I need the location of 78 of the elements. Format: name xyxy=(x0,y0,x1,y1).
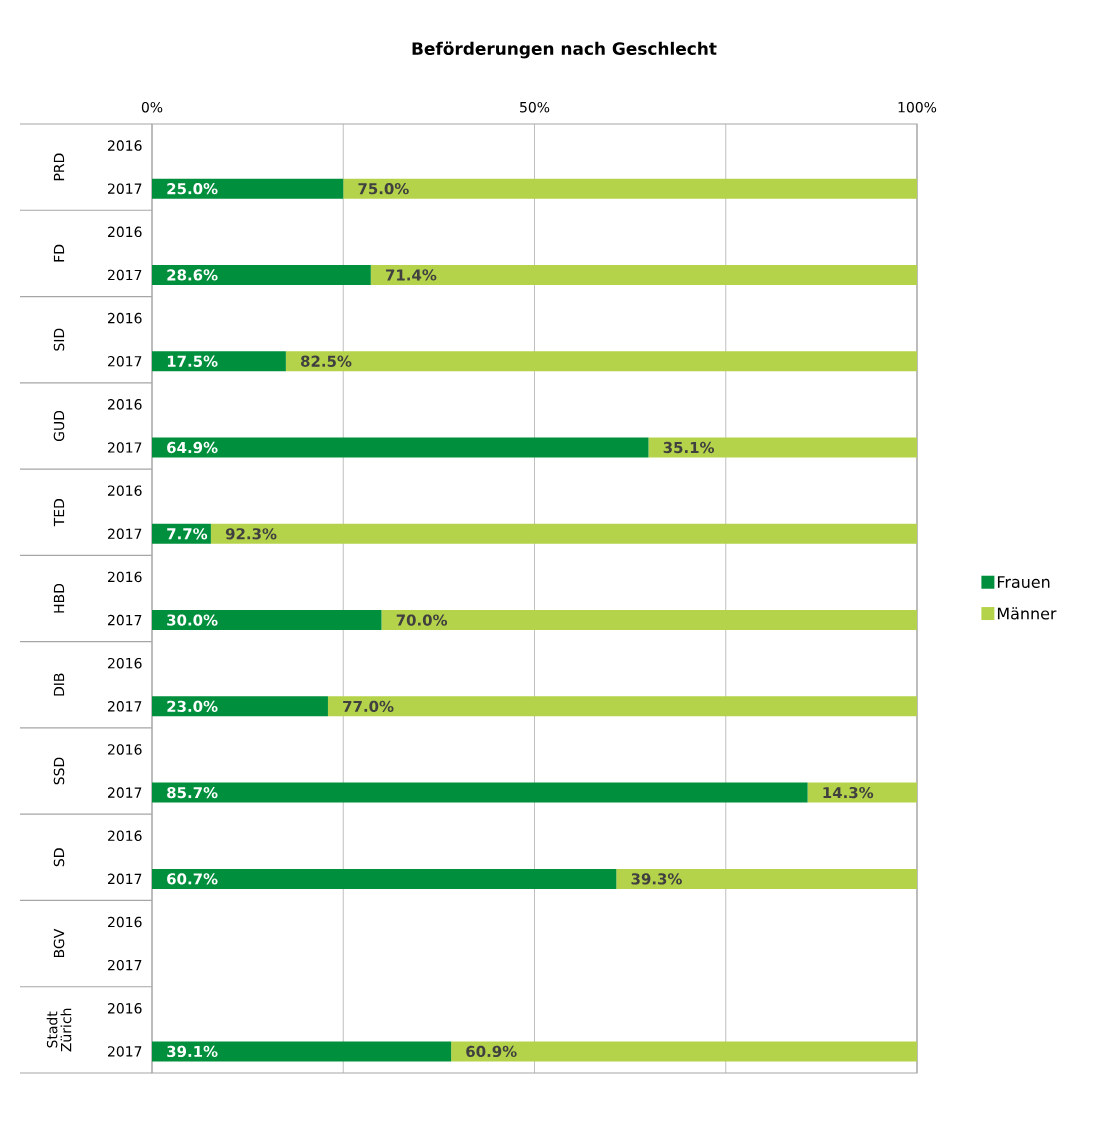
bar xyxy=(807,782,917,803)
bar xyxy=(616,868,917,889)
chart-title: Beförderungen nach Geschlecht xyxy=(412,41,717,59)
data-label: 60.7% xyxy=(167,873,218,885)
data-label: 39.1% xyxy=(167,1045,218,1058)
data-label: 7.7% xyxy=(167,528,208,540)
data-label: 30.0% xyxy=(167,614,218,626)
bar xyxy=(152,178,344,199)
y-tick-label: 2017 xyxy=(108,701,142,712)
text: TED xyxy=(53,499,65,527)
text: BGV xyxy=(53,928,65,958)
data-label: 14.3% xyxy=(823,786,874,799)
y-tick-label: 2016 xyxy=(108,226,142,238)
y-tick-label: 2016 xyxy=(108,830,142,842)
bar xyxy=(343,178,917,199)
x-tick-label: 0% xyxy=(141,101,163,113)
y-tick-label: 2017 xyxy=(108,1046,142,1057)
data-label: 28.6% xyxy=(167,269,218,281)
data-label: 25.0% xyxy=(167,183,218,195)
bar xyxy=(152,437,649,458)
bar xyxy=(152,264,371,285)
bar xyxy=(152,1041,452,1062)
text: Stadt Zürich xyxy=(46,1008,72,1052)
y-tick-label: 2016 xyxy=(108,657,142,669)
y-tick-label: 2017 xyxy=(108,787,142,798)
bar xyxy=(152,868,617,889)
y-tick-label: 2016 xyxy=(108,1003,142,1014)
bar xyxy=(152,696,328,717)
bar xyxy=(152,610,382,631)
data-label: 70.0% xyxy=(396,614,448,626)
y-tick-label: 2017 xyxy=(108,873,142,885)
y-tick-label: 2017 xyxy=(108,959,142,971)
data-label: 60.9% xyxy=(466,1045,517,1058)
text: GUD xyxy=(53,410,65,442)
bar xyxy=(381,610,917,631)
bar xyxy=(451,1041,917,1062)
y-tick-label: 2016 xyxy=(108,140,142,151)
data-label: 35.1% xyxy=(663,441,715,454)
x-tick-label: 100% xyxy=(898,101,937,113)
y-tick-label: 2017 xyxy=(108,355,142,367)
text: FD xyxy=(53,244,65,262)
data-label: 39.3% xyxy=(631,873,682,885)
y-tick-label: 2016 xyxy=(108,312,142,324)
y-tick-label: 2017 xyxy=(108,442,142,453)
legend-label: Frauen xyxy=(997,576,1050,588)
y-tick-label: 2016 xyxy=(108,571,142,583)
data-label: 71.4% xyxy=(385,269,437,281)
data-label: 77.0% xyxy=(343,700,394,712)
y-tick-label: 2017 xyxy=(108,269,142,281)
y-tick-label: 2017 xyxy=(108,528,142,540)
data-label: 82.5% xyxy=(300,355,352,367)
bar xyxy=(327,696,917,717)
text: HBD xyxy=(53,583,65,613)
y-tick-label: 2017 xyxy=(108,183,142,194)
data-label: 17.5% xyxy=(167,355,218,367)
data-label: 23.0% xyxy=(167,700,218,712)
text: SD xyxy=(53,848,65,867)
text: DIB xyxy=(53,673,65,696)
y-tick-label: 2017 xyxy=(108,614,142,626)
y-tick-label: 2016 xyxy=(108,916,142,928)
bar xyxy=(152,351,286,372)
bar xyxy=(648,437,917,458)
bar xyxy=(285,351,917,372)
data-label: 85.7% xyxy=(167,786,218,799)
data-label: 75.0% xyxy=(358,183,409,195)
text: PRD xyxy=(53,153,65,181)
legend-label: Männer xyxy=(997,607,1057,620)
bar xyxy=(152,782,808,803)
y-tick-label: 2016 xyxy=(108,485,142,496)
y-tick-label: 2016 xyxy=(108,744,142,755)
bar xyxy=(370,264,917,285)
data-label: 92.3% xyxy=(225,528,277,540)
y-tick-label: 2016 xyxy=(108,399,142,410)
bar xyxy=(210,523,917,544)
data-label: 64.9% xyxy=(167,441,218,454)
x-tick-label: 50% xyxy=(520,101,550,113)
text: SID xyxy=(53,328,65,351)
text: SSD xyxy=(53,757,65,785)
